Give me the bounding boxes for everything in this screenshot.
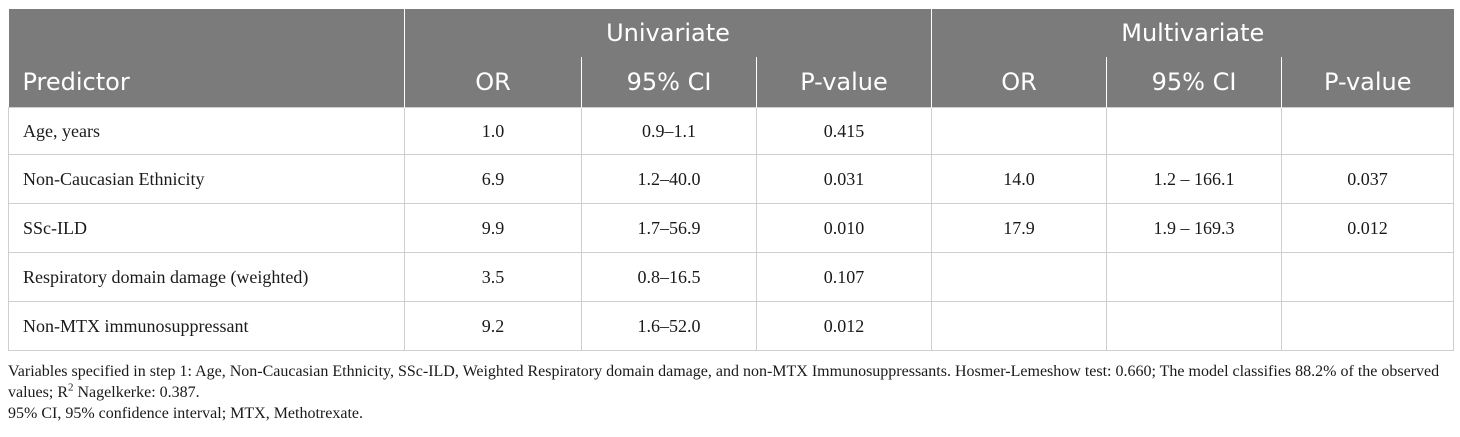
column-header-row: Predictor OR 95% CI P-value OR 95% CI P-… bbox=[8, 57, 1454, 108]
multi-or-cell: 14.0 bbox=[931, 154, 1107, 204]
uni-p-cell: 0.415 bbox=[756, 107, 932, 155]
uni-ci-cell: 1.7–56.9 bbox=[581, 203, 757, 253]
multi-ci-cell bbox=[1106, 252, 1282, 302]
multi-ci-cell: 1.9 – 169.3 bbox=[1106, 203, 1282, 253]
predictor-cell: Non-Caucasian Ethnicity bbox=[8, 154, 405, 204]
table-row: SSc-ILD 9.9 1.7–56.9 0.010 17.9 1.9 – 16… bbox=[8, 203, 1455, 253]
uni-ci-cell: 0.8–16.5 bbox=[581, 252, 757, 302]
uni-p-cell: 0.010 bbox=[756, 203, 932, 253]
uni-ci-cell: 1.2–40.0 bbox=[581, 154, 757, 204]
uni-or-cell: 6.9 bbox=[404, 154, 582, 204]
uni-ci-column-header: 95% CI bbox=[581, 57, 757, 108]
uni-p-cell: 0.031 bbox=[756, 154, 932, 204]
footnote-model-text: Variables specified in step 1: Age, Non-… bbox=[8, 363, 1440, 401]
uni-ci-cell: 0.9–1.1 bbox=[581, 107, 757, 155]
table-row: Age, years 1.0 0.9–1.1 0.415 bbox=[8, 107, 1455, 155]
footnote-abbreviations: 95% CI, 95% confidence interval; MTX, Me… bbox=[8, 405, 363, 422]
uni-or-cell: 9.2 bbox=[404, 301, 582, 351]
multi-or-cell: 17.9 bbox=[931, 203, 1107, 253]
multi-or-cell bbox=[931, 301, 1107, 351]
uni-p-column-header: P-value bbox=[756, 57, 932, 108]
multi-or-column-header: OR bbox=[931, 57, 1107, 108]
multi-ci-column-header: 95% CI bbox=[1106, 57, 1282, 108]
table-row: Non-MTX immunosuppressant 9.2 1.6–52.0 0… bbox=[8, 301, 1455, 351]
footnote-model-summary: Variables specified in step 1: Age, Non-… bbox=[8, 361, 1453, 403]
table-row: Non-Caucasian Ethnicity 6.9 1.2–40.0 0.0… bbox=[8, 154, 1455, 204]
multi-p-column-header: P-value bbox=[1280, 57, 1454, 108]
predictor-cell: SSc-ILD bbox=[8, 203, 405, 253]
group-header-row: Univariate Multivariate bbox=[8, 9, 1454, 57]
footnote-nagelkerke-text: Nagelkerke: 0.387. bbox=[73, 384, 200, 401]
table-footnotes: Variables specified in step 1: Age, Non-… bbox=[8, 361, 1453, 424]
predictor-cell: Age, years bbox=[8, 107, 405, 155]
uni-or-column-header: OR bbox=[404, 57, 582, 108]
group-header-blank bbox=[8, 9, 405, 57]
predictor-cell: Non-MTX immunosuppressant bbox=[8, 301, 405, 351]
multivariate-group-header: Multivariate bbox=[930, 9, 1454, 57]
multi-or-cell bbox=[931, 107, 1107, 155]
uni-or-cell: 9.9 bbox=[404, 203, 582, 253]
multi-p-cell bbox=[1280, 252, 1455, 302]
multi-p-cell bbox=[1280, 301, 1455, 351]
regression-table: Univariate Multivariate Predictor OR 95%… bbox=[8, 9, 1455, 351]
multi-ci-cell: 1.2 – 166.1 bbox=[1106, 154, 1282, 204]
r-squared-superscript: 2 bbox=[68, 381, 74, 394]
predictor-cell: Respiratory domain damage (weighted) bbox=[8, 252, 405, 302]
table-row: Respiratory domain damage (weighted) 3.5… bbox=[8, 252, 1455, 302]
uni-ci-cell: 1.6–52.0 bbox=[581, 301, 757, 351]
results-table-container: Univariate Multivariate Predictor OR 95%… bbox=[8, 9, 1455, 351]
uni-p-cell: 0.107 bbox=[756, 252, 932, 302]
multi-p-cell: 0.012 bbox=[1280, 203, 1455, 253]
uni-or-cell: 1.0 bbox=[404, 107, 582, 155]
univariate-group-header: Univariate bbox=[404, 9, 932, 57]
predictor-column-header: Predictor bbox=[8, 57, 405, 108]
table-header: Univariate Multivariate Predictor OR 95%… bbox=[8, 9, 1454, 108]
uni-or-cell: 3.5 bbox=[404, 252, 582, 302]
table-body: Age, years 1.0 0.9–1.1 0.415 Non-Caucasi… bbox=[8, 107, 1455, 351]
multi-ci-cell bbox=[1106, 301, 1282, 351]
multi-or-cell bbox=[931, 252, 1107, 302]
uni-p-cell: 0.012 bbox=[756, 301, 932, 351]
multi-ci-cell bbox=[1106, 107, 1282, 155]
multi-p-cell bbox=[1280, 107, 1455, 155]
multi-p-cell: 0.037 bbox=[1280, 154, 1455, 204]
